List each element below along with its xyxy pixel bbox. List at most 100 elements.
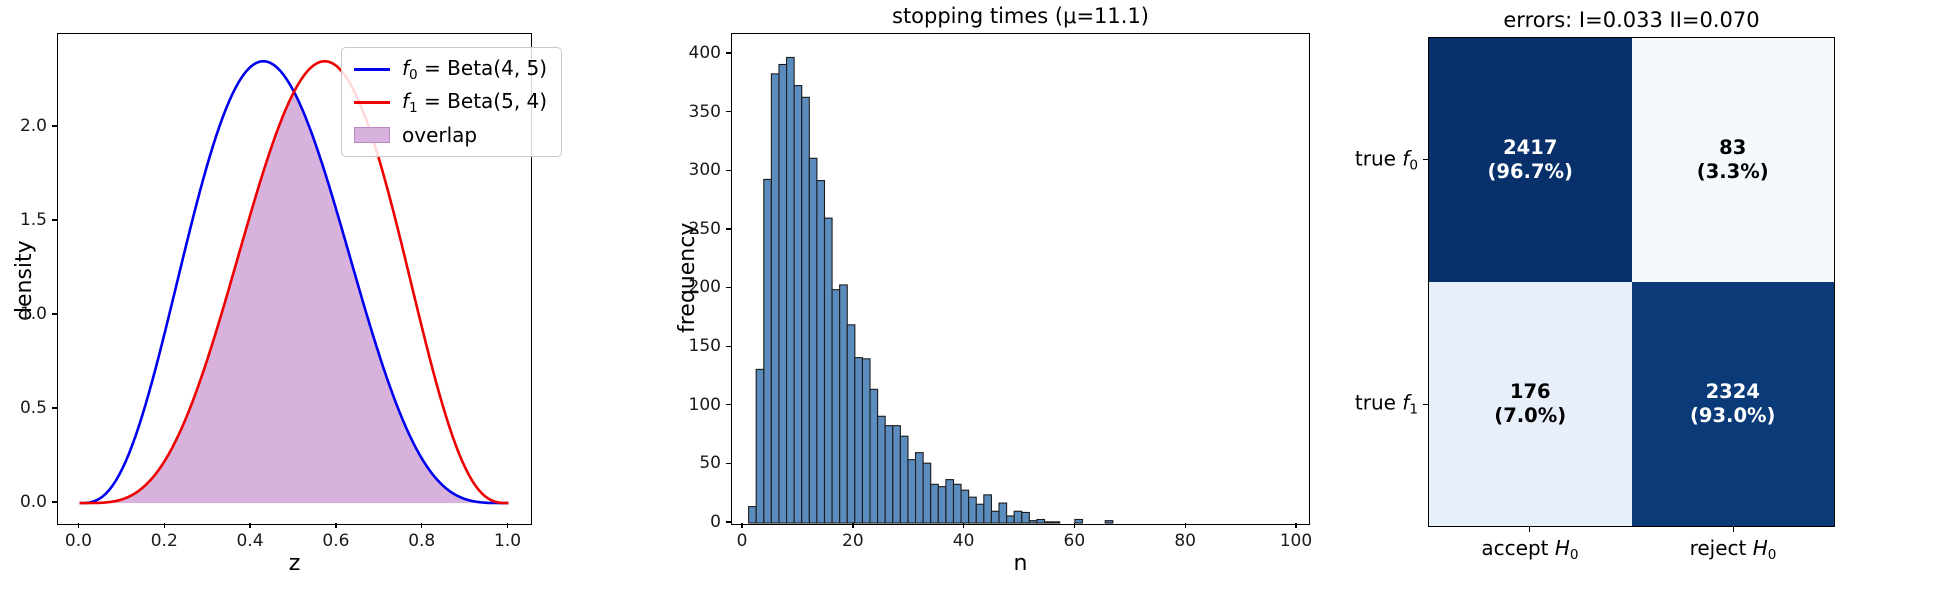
histogram-bar (930, 483, 939, 524)
y-tick-mark (726, 462, 731, 465)
x-tick-label: 1.0 (494, 531, 522, 551)
text-fragment: 0 (1569, 546, 1579, 563)
cell-true-f0-reject: 83 (3.3%) (1631, 38, 1834, 282)
histogram-bar (839, 284, 848, 524)
histogram-bar (1051, 521, 1061, 524)
x-tick-label: 0.4 (236, 531, 264, 551)
legend-label-f1: f1 = Beta(5, 4) (402, 89, 547, 116)
y-tick-label: 150 (688, 336, 721, 357)
f0-line-swatch (354, 67, 390, 71)
x-tick-label: 0.8 (408, 531, 436, 551)
x-tick-mark (77, 523, 80, 528)
text-fragment: true (1354, 390, 1403, 415)
x-tick-mark (1184, 523, 1186, 528)
y-tick-mark (726, 521, 731, 523)
histogram-bar (1021, 511, 1030, 524)
x-tick-mark (852, 523, 854, 528)
row-label-true-f1: true f1 (1288, 391, 1418, 418)
legend-entry-f0: f0 = Beta(4, 5) (354, 56, 547, 82)
histogram-bar (990, 510, 1000, 524)
text-fragment: H (1752, 536, 1768, 560)
y-tick-label: 1.5 (19, 210, 47, 231)
text-fragment: f (402, 88, 410, 113)
x-tick-label: 40 (952, 531, 975, 551)
y-tick-mark (726, 404, 731, 406)
row-label-true-f0: true f0 (1288, 147, 1418, 174)
cell-percent: (7.0%) (1494, 404, 1567, 427)
legend-entry-overlap: overlap (354, 122, 547, 148)
col-label-accept-h0: accept H0 (1481, 536, 1578, 563)
histogram-bar (952, 483, 962, 524)
overlap-patch-swatch (354, 127, 390, 143)
x-tick-label: 0.2 (150, 531, 178, 551)
y-tick-mark (52, 313, 57, 315)
text-fragment: f (1402, 146, 1410, 171)
x-tick-mark (963, 523, 965, 528)
x-tick-mark (1295, 523, 1297, 528)
legend: f0 = Beta(4, 5) f1 = Beta(5, 4) overlap (341, 47, 563, 157)
heatmap-x-tick-mark (1529, 527, 1531, 532)
histogram-axes (731, 33, 1310, 525)
text-fragment: 0 (1767, 546, 1777, 563)
histogram-bar (884, 425, 894, 524)
cell-count: 83 (1719, 135, 1747, 159)
histogram-bar (907, 459, 917, 524)
cell-percent: (93.0%) (1690, 404, 1776, 427)
legend-label-overlap: overlap (402, 123, 478, 147)
text-fragment: accept (1481, 536, 1555, 560)
text-fragment: true (1354, 146, 1403, 171)
y-tick-label: 1.0 (19, 304, 47, 325)
x-tick-label: 20 (842, 531, 864, 551)
cell-count: 2324 (1705, 379, 1760, 403)
text-fragment: f (402, 55, 410, 80)
text-fragment: 1 (409, 99, 418, 116)
x-tick-mark (741, 523, 743, 528)
histogram-bar (823, 217, 833, 524)
histogram-bar (1028, 520, 1038, 524)
confusion-matrix: 2417 (96.7%) 83 (3.3%) 176 (7.0%) 2324 (… (1428, 37, 1835, 527)
histogram-bar (808, 157, 818, 524)
y-tick-mark (726, 110, 731, 113)
density-plot-axes: f0 = Beta(4, 5) f1 = Beta(5, 4) overlap (57, 33, 563, 525)
x-tick-mark (506, 523, 509, 528)
heatmap-y-tick-mark (1423, 158, 1428, 161)
x-tick-label: 80 (1174, 531, 1196, 551)
histogram-bar (1043, 521, 1053, 524)
histogram-bar (914, 452, 924, 524)
y-tick-label: 250 (688, 218, 721, 239)
histogram-bar (975, 503, 985, 524)
x-tick-mark (421, 523, 423, 528)
f1-line-swatch (354, 100, 390, 104)
histogram-bar (1104, 520, 1114, 524)
histogram-bar (816, 180, 826, 524)
histogram-bar (892, 425, 901, 524)
y-tick-label: 0 (710, 512, 721, 532)
histogram-bar (968, 496, 977, 524)
histogram-bar (945, 479, 955, 524)
histogram-bar (1013, 510, 1023, 524)
histogram-bar (854, 357, 863, 524)
histogram-bar (1036, 518, 1046, 524)
histogram-bar (922, 462, 932, 524)
histogram-bar (846, 324, 856, 524)
y-tick-mark (726, 169, 731, 171)
histogram-bar (801, 96, 810, 524)
cell-count: 176 (1509, 379, 1551, 403)
y-tick-label: 300 (688, 160, 721, 181)
density-plot-canvas (79, 60, 509, 505)
histogram-bar (785, 56, 795, 524)
x-tick-label: 0.6 (322, 531, 350, 551)
text-fragment: = Beta(5, 4) (417, 88, 548, 113)
text-fragment: 0 (409, 66, 418, 83)
y-tick-label: 2.0 (19, 116, 47, 137)
y-tick-mark (52, 125, 57, 127)
histogram-bar (778, 63, 788, 524)
y-tick-label: 100 (688, 394, 721, 415)
x-tick-mark (163, 523, 165, 528)
col-label-reject-h0: reject H0 (1690, 536, 1777, 563)
text-fragment: f (1402, 390, 1410, 415)
x-tick-mark (335, 523, 337, 528)
y-tick-mark (726, 286, 731, 289)
histogram-bar (960, 489, 970, 524)
y-tick-mark (52, 407, 57, 409)
